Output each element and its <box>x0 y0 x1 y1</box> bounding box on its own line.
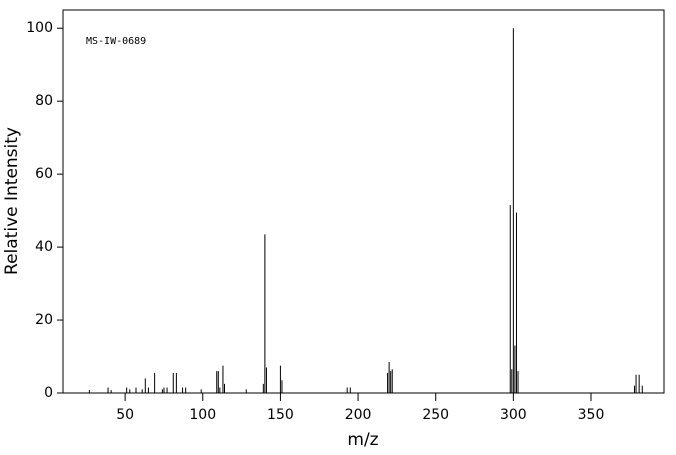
y-tick-label: 100 <box>26 20 53 36</box>
x-tick-label: 350 <box>578 407 605 423</box>
y-tick-label: 80 <box>35 93 53 109</box>
y-tick-label: 40 <box>35 239 53 255</box>
y-axis-label: Relative Intensity <box>2 127 22 275</box>
x-tick-label: 200 <box>345 407 372 423</box>
x-axis-label: m/z <box>347 430 378 450</box>
x-tick-label: 300 <box>500 407 527 423</box>
y-tick-label: 60 <box>35 166 53 182</box>
x-tick-label: 150 <box>267 407 294 423</box>
x-tick-label: 250 <box>422 407 449 423</box>
x-tick-label: 100 <box>189 407 216 423</box>
annotation: MS-IW-0689 <box>86 36 146 47</box>
y-tick-label: 0 <box>44 385 53 401</box>
y-tick-label: 20 <box>35 312 53 328</box>
plot-frame <box>62 9 665 394</box>
x-tick-label: 50 <box>116 407 134 423</box>
